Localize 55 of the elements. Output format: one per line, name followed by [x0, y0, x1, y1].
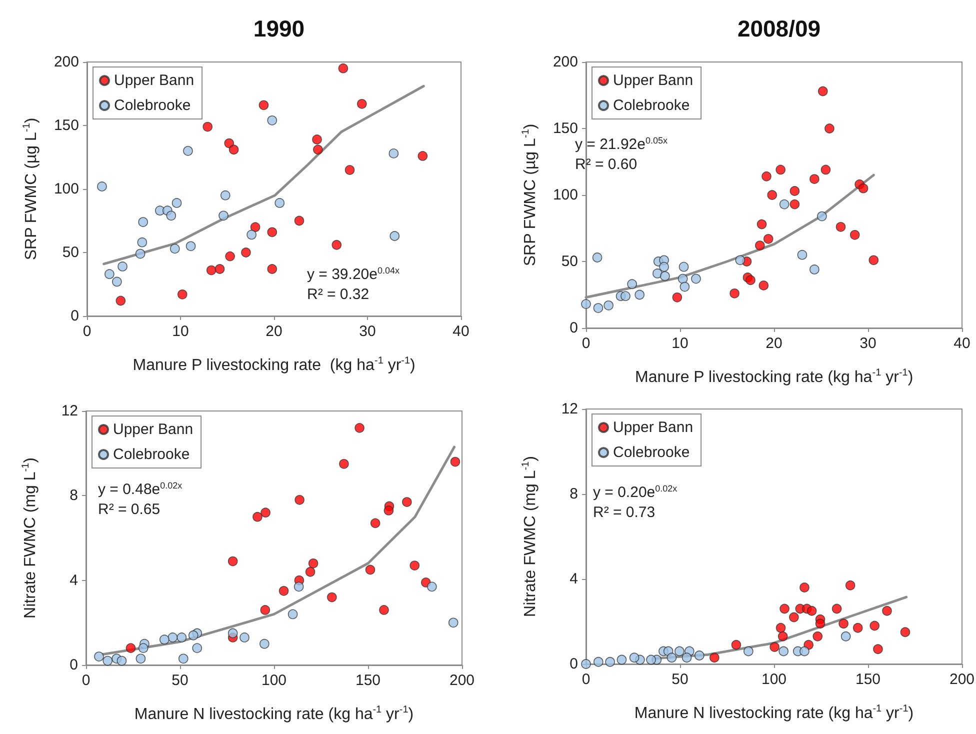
annotation: R² = 0.32 — [307, 286, 370, 303]
annotation: R² = 0.60 — [575, 156, 638, 173]
y-axis-title: Nitrate FWMC (mg L-1) — [520, 456, 539, 617]
legend-label: Colebrooke — [113, 446, 190, 463]
legend-label: Upper Bann — [613, 72, 694, 89]
y-tick-label: 100 — [552, 186, 578, 204]
y-tick-label: 50 — [561, 253, 578, 270]
y-tick-label: 150 — [552, 120, 578, 137]
annotation: R² = 0.73 — [593, 504, 656, 521]
y-tick-label: 4 — [570, 570, 578, 588]
x-tick-label: 50 — [172, 672, 188, 689]
y-tick-label: 8 — [70, 487, 78, 504]
x-tick-label: 150 — [355, 672, 381, 689]
chart-title: 1990 — [253, 16, 305, 42]
y-tick-label: 200 — [54, 54, 79, 70]
x-tick-label: 20 — [766, 335, 782, 352]
x-tick-label: 30 — [860, 335, 876, 352]
y-tick-label: 4 — [70, 572, 78, 589]
y-tick-label: 200 — [552, 54, 578, 70]
y-tick-label: 0 — [70, 656, 78, 674]
y-tick-label: 12 — [61, 402, 78, 420]
y-tick-label: 50 — [62, 244, 79, 261]
x-tick-label: 40 — [452, 323, 470, 340]
x-tick-label: 10 — [672, 335, 688, 352]
legend-label: Colebrooke — [613, 97, 690, 114]
legend-label: Upper Bann — [114, 72, 194, 89]
y-axis-title: SRP FWMC (µg L-1) — [520, 124, 539, 266]
y-tick-label: 150 — [54, 117, 79, 134]
y-tick-label: 12 — [561, 400, 578, 418]
y-tick-label: 0 — [570, 656, 578, 672]
x-tick-label: 100 — [261, 672, 287, 689]
x-tick-label: 40 — [954, 335, 970, 352]
y-tick-label: 100 — [54, 180, 79, 198]
y-tick-label: 8 — [570, 486, 578, 502]
x-tick-label: 50 — [672, 671, 688, 688]
y-axis-title: Nitrate FWMC (mg L-1) — [20, 458, 39, 618]
x-tick-label: 0 — [582, 671, 590, 688]
x-tick-label: 100 — [761, 671, 787, 688]
x-tick-label: 0 — [82, 672, 90, 689]
x-tick-label: 10 — [172, 323, 189, 340]
legend-label: Colebrooke — [114, 97, 191, 114]
chart-title: 2008/09 — [737, 16, 821, 42]
x-tick-label: 200 — [449, 672, 475, 689]
legend-label: Colebrooke — [613, 444, 690, 461]
x-tick-label: 30 — [359, 323, 376, 340]
y-axis-title: SRP FWMC (µg L-1) — [22, 118, 40, 260]
y-tick-label: 0 — [70, 308, 79, 324]
x-tick-label: 20 — [266, 323, 282, 340]
x-tick-label: 0 — [582, 335, 590, 352]
annotation: R² = 0.65 — [98, 501, 160, 518]
legend-label: Upper Bann — [113, 421, 194, 438]
legend-label: Upper Bann — [613, 419, 694, 436]
x-tick-label: 150 — [855, 671, 881, 688]
x-tick-label: 0 — [82, 323, 92, 340]
x-tick-label: 200 — [949, 671, 975, 688]
